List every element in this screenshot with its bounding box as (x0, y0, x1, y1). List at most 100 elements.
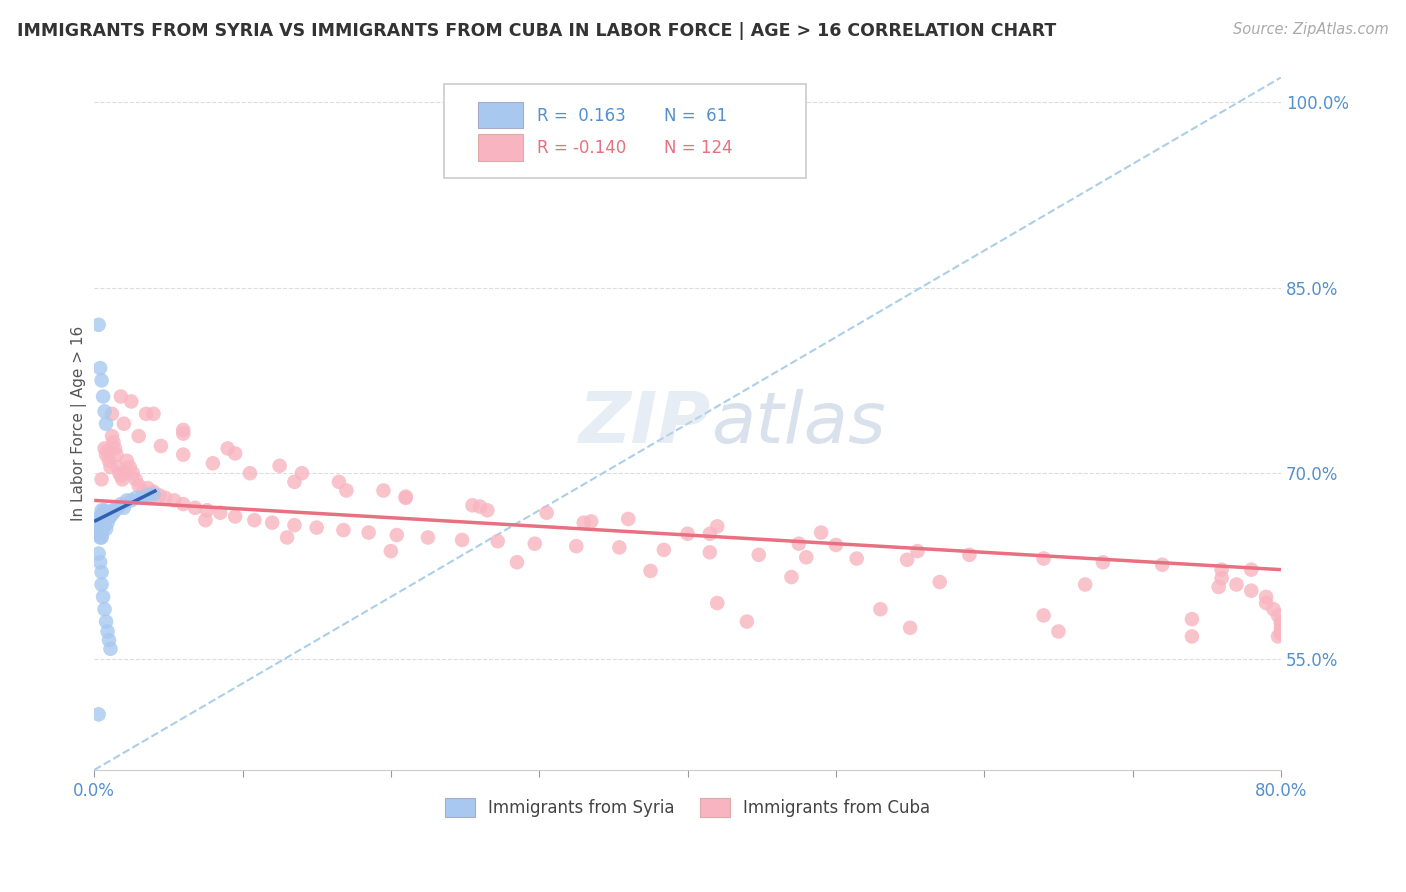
Point (103, 503, 125, 517)
Point (335, 483, 357, 498)
Point (112, 500, 135, 515)
Point (640, 564, 662, 578)
Point (1225, 577, 1247, 591)
Point (461, 499, 484, 513)
Point (149, 439, 172, 453)
Point (94, 448, 117, 462)
Point (96, 509, 118, 524)
Point (110, 390, 132, 404)
Point (928, 574, 950, 589)
Point (194, 513, 217, 527)
Point (735, 615, 758, 629)
Point (217, 442, 239, 456)
Text: atlas: atlas (711, 389, 886, 458)
Point (94, 615, 117, 629)
Text: Source: ZipAtlas.com: Source: ZipAtlas.com (1233, 22, 1389, 37)
Point (706, 519, 728, 533)
Point (136, 488, 159, 502)
Text: N = 124: N = 124 (664, 139, 733, 157)
Point (94, 417, 117, 431)
Point (142, 484, 165, 499)
Point (1270, 627, 1292, 641)
Point (120, 493, 142, 508)
Point (1267, 629, 1289, 643)
Point (1047, 624, 1070, 639)
Point (395, 490, 418, 504)
Point (90, 577, 112, 591)
Point (90, 373, 112, 387)
Point (810, 525, 832, 540)
Point (93, 602, 115, 616)
Text: R = -0.140: R = -0.140 (537, 139, 626, 157)
Point (224, 509, 246, 524)
Point (91, 509, 114, 524)
Point (120, 394, 142, 409)
Point (112, 417, 135, 431)
Point (111, 472, 134, 486)
Point (142, 407, 165, 421)
Point (101, 407, 124, 421)
Point (87, 547, 110, 561)
Point (907, 544, 929, 558)
Point (100, 641, 122, 656)
Point (676, 526, 699, 541)
Point (128, 429, 150, 443)
Point (93, 404, 115, 418)
Point (100, 460, 122, 475)
Point (89, 531, 111, 545)
Point (107, 460, 129, 475)
Point (112, 466, 135, 480)
Point (89, 555, 111, 569)
Point (1074, 577, 1097, 591)
Point (90, 472, 112, 486)
Point (1211, 571, 1233, 585)
Point (1270, 624, 1292, 639)
Point (121, 466, 143, 480)
Point (89, 509, 111, 524)
Point (90, 503, 112, 517)
Point (579, 515, 602, 529)
Point (1211, 563, 1233, 577)
Text: ZIP: ZIP (579, 389, 711, 458)
Point (172, 426, 194, 441)
Point (90, 528, 112, 542)
Point (209, 506, 232, 520)
Point (896, 553, 918, 567)
Point (1263, 602, 1285, 616)
Point (96, 516, 118, 530)
Point (91, 506, 114, 520)
Point (155, 491, 177, 505)
Point (110, 468, 132, 483)
Point (148, 488, 170, 502)
Point (93, 513, 115, 527)
Point (118, 460, 141, 475)
Point (101, 429, 124, 443)
Y-axis label: In Labor Force | Age > 16: In Labor Force | Age > 16 (72, 326, 87, 521)
Point (96, 444, 118, 458)
Point (90, 565, 112, 579)
Point (380, 544, 402, 558)
Point (87, 528, 110, 542)
Point (100, 506, 122, 520)
Point (477, 503, 499, 517)
Point (90, 516, 112, 530)
Point (506, 555, 529, 569)
Point (825, 538, 848, 552)
Point (332, 523, 354, 537)
Point (94, 522, 117, 536)
Point (125, 472, 148, 486)
FancyBboxPatch shape (478, 102, 523, 128)
Point (957, 548, 980, 562)
Point (243, 513, 266, 527)
Point (305, 520, 328, 534)
Point (93, 442, 115, 456)
Point (269, 458, 291, 473)
Point (291, 466, 314, 480)
Point (699, 526, 721, 541)
Point (172, 448, 194, 462)
Point (1270, 615, 1292, 629)
Point (90, 509, 112, 524)
FancyBboxPatch shape (444, 85, 806, 178)
Point (1181, 629, 1204, 643)
Point (100, 509, 122, 524)
